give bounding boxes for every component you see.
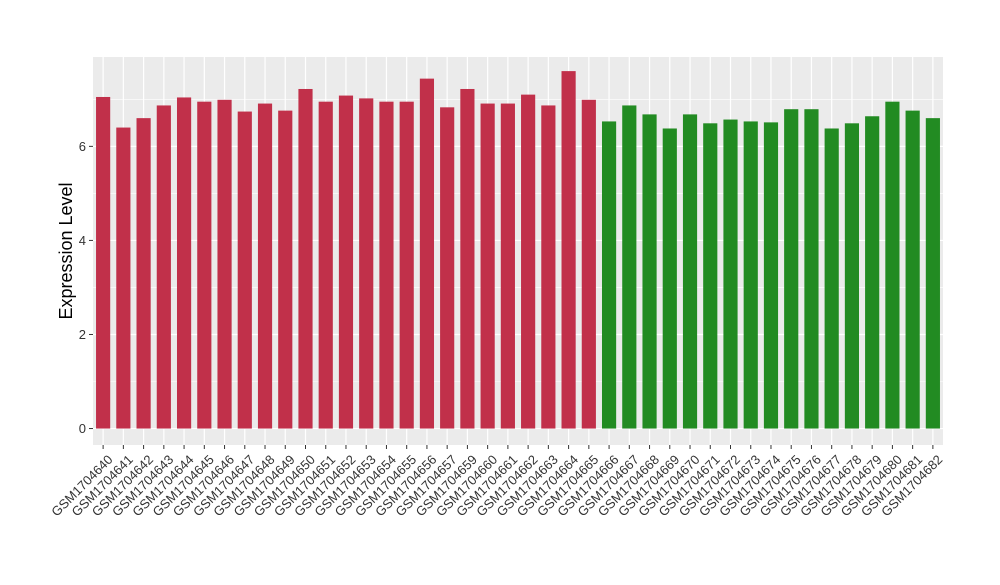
bar — [500, 103, 515, 429]
bar — [541, 105, 556, 429]
bar — [723, 119, 738, 429]
bar — [419, 78, 435, 429]
bar — [156, 105, 171, 429]
bar — [298, 88, 313, 429]
bar — [399, 101, 414, 429]
bar — [703, 123, 718, 429]
bar — [925, 118, 940, 429]
bar — [440, 107, 455, 429]
bar — [197, 101, 212, 429]
bar — [804, 109, 819, 429]
y-tick-label: 6 — [79, 139, 86, 154]
bar — [561, 71, 576, 429]
bar — [824, 128, 839, 429]
y-tick-label: 0 — [79, 421, 86, 436]
bar — [318, 101, 333, 429]
bar — [338, 95, 354, 429]
bar — [662, 128, 677, 429]
bar — [116, 127, 131, 429]
y-tick-label: 2 — [79, 327, 86, 342]
bar — [622, 105, 637, 429]
bar — [359, 98, 374, 429]
bar — [217, 99, 232, 429]
bar — [460, 88, 475, 429]
bar — [885, 101, 900, 429]
bar — [844, 123, 860, 429]
bar — [763, 122, 779, 429]
plot-panel — [93, 57, 943, 445]
bar — [905, 110, 920, 429]
y-axis: 0 2 4 6 — [79, 139, 93, 436]
bars — [96, 71, 940, 429]
bar — [278, 110, 293, 429]
y-tick-label: 4 — [79, 233, 86, 248]
x-axis: GSM1704640GSM1704641GSM1704642GSM1704643… — [48, 445, 945, 519]
bar — [521, 94, 536, 429]
bar — [743, 121, 758, 429]
bar — [865, 116, 880, 429]
bar — [601, 121, 617, 429]
bar — [96, 96, 111, 429]
bar — [136, 118, 151, 429]
bar — [379, 101, 394, 429]
bar — [642, 114, 657, 429]
bar — [176, 97, 192, 429]
bar — [480, 103, 495, 429]
bar — [682, 114, 698, 429]
bar — [257, 103, 273, 429]
y-axis-title: Expression Level — [56, 182, 76, 319]
bar — [784, 109, 799, 429]
bar — [581, 99, 596, 429]
bar — [237, 111, 252, 429]
